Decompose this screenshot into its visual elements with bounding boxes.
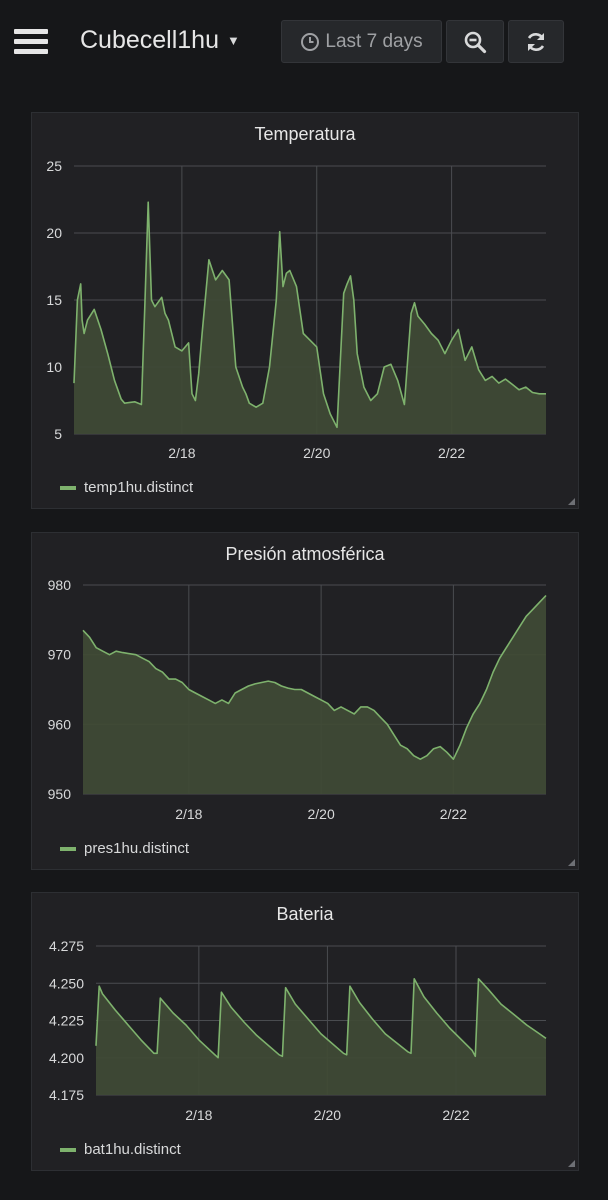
x-tick-label: 2/18 [175, 806, 202, 822]
legend-item[interactable]: temp1hu.distinct [60, 479, 193, 496]
refresh-button[interactable] [508, 20, 564, 63]
y-tick-label: 4.175 [49, 1087, 84, 1103]
resize-handle-icon[interactable] [568, 1160, 575, 1167]
series-area [74, 202, 546, 434]
y-tick-label: 4.225 [49, 1013, 84, 1029]
x-tick-label: 2/22 [438, 445, 465, 461]
zoom-out-icon [464, 31, 487, 53]
x-tick-label: 2/20 [303, 445, 330, 461]
top-navbar: Cubecell1hu ▼ Last 7 days [0, 0, 608, 86]
time-range-label: Last 7 days [325, 30, 423, 52]
zoom-out-button[interactable] [446, 20, 504, 63]
y-tick-label: 15 [46, 292, 62, 308]
resize-handle-icon[interactable] [568, 498, 575, 505]
legend-item[interactable]: pres1hu.distinct [60, 840, 189, 857]
refresh-icon [527, 32, 545, 51]
y-tick-label: 25 [46, 158, 62, 174]
x-tick-label: 2/20 [307, 806, 334, 822]
y-tick-label: 5 [54, 426, 62, 442]
time-range-button[interactable]: Last 7 days [281, 20, 442, 63]
x-tick-label: 2/22 [440, 806, 467, 822]
panel-title[interactable]: Temperatura [254, 124, 356, 144]
series-area [83, 595, 546, 794]
x-tick-label: 2/18 [168, 445, 195, 461]
pressure-chart[interactable]: 950 960 970 980 2/18 2/20 2/22 [32, 533, 580, 871]
y-tick-label: 20 [46, 225, 62, 241]
series-line [82, 594, 547, 760]
y-tick-label: 980 [48, 577, 72, 593]
panel-title[interactable]: Presión atmosférica [225, 544, 385, 564]
x-tick-label: 2/18 [185, 1107, 212, 1123]
legend-item[interactable]: bat1hu.distinct [60, 1141, 181, 1158]
temperature-panel: Temperatura 5 10 15 20 25 2/18 2/20 2/22 temp1h… [31, 112, 579, 509]
x-tick-label: 2/22 [442, 1107, 469, 1123]
x-tick-label: 2/20 [314, 1107, 341, 1123]
temperature-chart[interactable]: 5 10 15 20 25 2/18 2/20 2/22 [32, 113, 580, 510]
battery-panel: Bateria 4.175 4.200 4.225 4.250 4.275 2/18 2/2… [31, 892, 579, 1171]
dashboard-title-text: Cubecell1hu [80, 26, 219, 54]
caret-down-icon: ▼ [227, 33, 240, 48]
clock-icon [301, 32, 320, 51]
y-tick-label: 10 [46, 359, 62, 375]
y-tick-label: 4.275 [49, 938, 84, 954]
legend-swatch [60, 1147, 76, 1152]
hamburger-menu-icon[interactable] [12, 22, 50, 60]
series-line [73, 201, 546, 429]
y-tick-label: 4.200 [49, 1050, 84, 1066]
dashboard-title[interactable]: Cubecell1hu ▼ [80, 26, 240, 55]
legend-label: bat1hu.distinct [84, 1141, 181, 1158]
series-area [96, 978, 546, 1095]
legend-swatch [60, 846, 76, 851]
y-tick-label: 950 [48, 786, 72, 802]
legend-label: temp1hu.distinct [84, 479, 194, 496]
y-tick-label: 970 [48, 647, 72, 663]
pressure-panel: Presión atmosférica 950 960 970 980 2/18 2/20… [31, 532, 579, 870]
battery-chart[interactable]: 4.175 4.200 4.225 4.250 4.275 2/18 2/20 2/22 [32, 893, 580, 1172]
y-tick-label: 960 [48, 716, 72, 732]
legend-label: pres1hu.distinct [84, 840, 190, 857]
series-line [95, 978, 547, 1059]
y-tick-label: 4.250 [49, 975, 84, 991]
legend-swatch [60, 485, 76, 490]
panel-title[interactable]: Bateria [276, 904, 334, 924]
resize-handle-icon[interactable] [568, 859, 575, 866]
